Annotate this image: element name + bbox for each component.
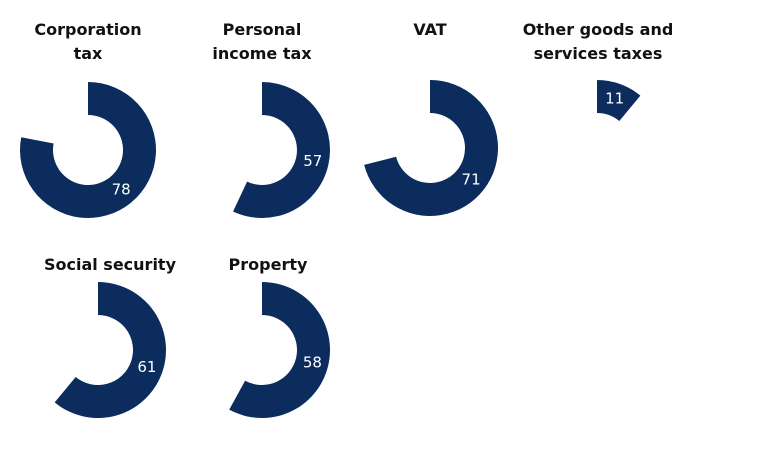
value-label: 61: [137, 358, 156, 376]
value-label: 78: [112, 181, 131, 199]
chart-title: VAT: [413, 20, 447, 39]
value-label: 58: [303, 353, 322, 371]
chart-title: Property: [228, 255, 308, 274]
chart-title: Other goods and services taxes: [522, 20, 674, 63]
donut-arc: [233, 82, 330, 219]
donut-arc: [597, 80, 641, 122]
value-label: 71: [462, 170, 481, 188]
chart-title: Corporation tax: [34, 20, 142, 63]
value-label: 11: [605, 90, 624, 108]
donut-arc: [54, 282, 167, 418]
chart-title: Personal income tax: [212, 20, 312, 63]
donut-arc: [229, 282, 331, 419]
chart-title: Social security: [43, 255, 177, 274]
donut-arc: [20, 82, 156, 219]
value-label: 57: [303, 152, 322, 170]
donut-arc: [364, 80, 499, 216]
